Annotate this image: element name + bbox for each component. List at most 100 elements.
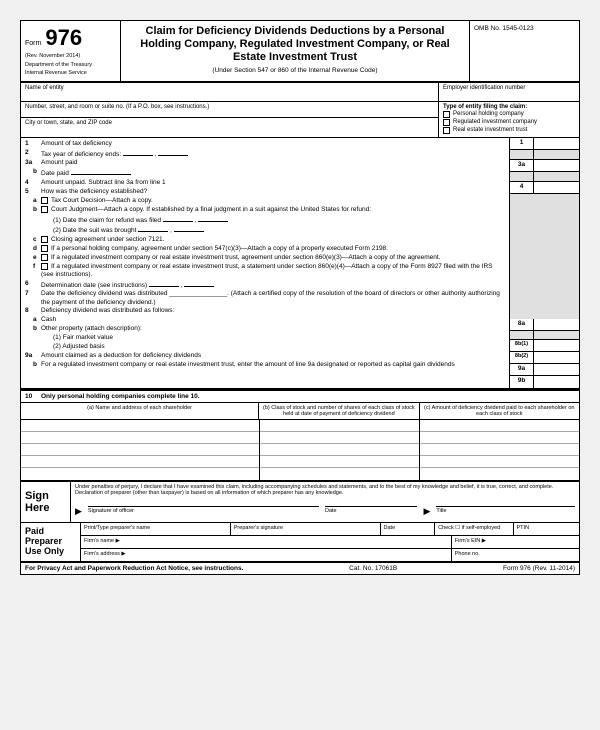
line-7: Date the deficiency dividend was distrib… <box>41 290 505 307</box>
amt-9a-label: 9a <box>510 364 534 375</box>
line-2-blank-2[interactable] <box>158 149 188 156</box>
sign-here-section: Sign Here Under penalties of perjury, I … <box>21 480 579 523</box>
header-center: Claim for Deficiency Dividends Deduction… <box>121 21 469 81</box>
form-title: Claim for Deficiency Dividends Deduction… <box>125 25 465 65</box>
line-6-blank-2[interactable] <box>184 280 214 287</box>
header-right: OMB No. 1545-0123 <box>469 21 579 81</box>
preparer-date[interactable]: Date <box>381 523 436 535</box>
line-5b1-blank-2[interactable] <box>198 215 228 222</box>
catalog-number: Cat. No. 17061B <box>349 565 397 572</box>
header-left: Form 976 (Rev. November 2014) Department… <box>21 21 121 81</box>
form-rev: (Rev. November 2014) <box>25 53 116 60</box>
amount-column: 1 3a 4 8a 8b(1) 8b(2) 9a 9b <box>509 138 579 388</box>
opt-phc: Personal holding company <box>453 111 524 117</box>
line-5d: If a personal holding company, agreement… <box>51 245 388 252</box>
city-state-zip-field[interactable]: City or town, state, and ZIP code <box>21 118 438 134</box>
line-3b: Date paid <box>41 170 69 177</box>
line-4: Amount unpaid. Subtract line 3a from lin… <box>41 179 505 188</box>
opt-reit: Real estate investment trust <box>453 127 527 133</box>
arrow-icon: ▶ <box>75 506 82 517</box>
street-address-field[interactable]: Number, street, and room or suite no. (I… <box>21 102 438 118</box>
signature-officer-field[interactable]: Signature of officer <box>88 506 319 517</box>
paid-preparer-section: Paid Preparer Use Only Print/Type prepar… <box>21 523 579 563</box>
line-5a: Tax Court Decision—Attach a copy. <box>51 197 153 204</box>
entity-type-label: Type of entity filing the claim: <box>443 104 575 110</box>
line-1: Amount of tax deficiency <box>41 140 505 149</box>
checkbox-5b[interactable] <box>41 206 48 213</box>
firm-address-field[interactable]: Firm's address ▶ <box>81 549 452 561</box>
amt-4-label: 4 <box>510 182 534 193</box>
line-8b1: (1) Fair market value <box>41 334 505 343</box>
privacy-notice: For Privacy Act and Paperwork Reduction … <box>25 565 243 572</box>
checkbox-5e[interactable] <box>41 254 48 261</box>
col-b-header: (b) Class of stock and number of shares … <box>259 403 419 419</box>
amt-8b1-label: 8b(1) <box>510 340 534 351</box>
amt-8b2-field[interactable] <box>534 352 579 363</box>
line-5b: Court Judgment—Attach a copy. If establi… <box>51 206 371 213</box>
section-10: 10Only personal holding companies comple… <box>21 389 579 480</box>
form-number: 976 <box>45 25 82 51</box>
amt-8b1-field[interactable] <box>534 340 579 351</box>
firm-ein-field[interactable]: Firm's EIN ▶ <box>452 536 579 548</box>
preparer-print-name[interactable]: Print/Type preparer's name <box>81 523 231 535</box>
amt-9b-field[interactable] <box>534 376 579 388</box>
line-6-blank-1[interactable] <box>149 280 179 287</box>
sign-date-field[interactable]: Date <box>325 506 417 517</box>
shareholder-table[interactable] <box>21 420 579 480</box>
line-3a: Amount paid <box>41 159 505 168</box>
name-of-entity-field[interactable]: Name of entity <box>21 83 439 101</box>
footer-form-ref: Form 976 (Rev. 11-2014) <box>503 565 575 572</box>
checkbox-ric[interactable] <box>443 119 450 126</box>
amt-8a-field[interactable] <box>534 319 579 330</box>
ein-field[interactable]: Employer identification number <box>439 83 579 101</box>
checkbox-5c[interactable] <box>41 236 48 243</box>
col-a-header: (a) Name and address of each shareholder <box>21 403 259 419</box>
firm-name-field[interactable]: Firm's name ▶ <box>81 536 452 548</box>
opt-ric: Regulated investment company <box>453 119 537 125</box>
line-10-header: Only personal holding companies complete… <box>41 393 200 400</box>
line-5e: If a regulated investment company or rea… <box>51 254 440 261</box>
checkbox-phc[interactable] <box>443 111 450 118</box>
amt-1-field[interactable] <box>534 138 579 149</box>
amt-8a-label: 8a <box>510 319 534 330</box>
line-3b-blank[interactable] <box>71 168 131 175</box>
checkbox-reit[interactable] <box>443 127 450 134</box>
checkbox-5f[interactable] <box>41 263 48 270</box>
line-2: Tax year of deficiency ends: <box>41 151 121 158</box>
line-6: Determination date (see instructions) <box>41 282 147 289</box>
amt-9a-field[interactable] <box>534 364 579 375</box>
amt-3a-field[interactable] <box>534 160 579 171</box>
line-5b2-blank-2[interactable] <box>174 225 204 232</box>
checkbox-5a[interactable] <box>41 197 48 204</box>
amt-3a-label: 3a <box>510 160 534 171</box>
amt-4-field[interactable] <box>534 182 579 193</box>
paid-preparer-label: Paid Preparer Use Only <box>21 523 81 561</box>
line-5b2-blank-1[interactable] <box>138 225 168 232</box>
form-976-page: Form 976 (Rev. November 2014) Department… <box>20 20 580 575</box>
dept-treasury: Department of the Treasury <box>25 62 116 69</box>
line-8b: Other property (attach description): <box>41 325 505 334</box>
form-footer: For Privacy Act and Paperwork Reduction … <box>21 563 579 574</box>
sign-here-label: Sign Here <box>21 482 71 522</box>
line-8b2: (2) Adjusted basis <box>41 343 505 352</box>
entity-type-block: Type of entity filing the claim: Persona… <box>439 102 579 137</box>
form-label: Form <box>25 40 41 47</box>
phone-field[interactable]: Phone no. <box>452 549 579 561</box>
omb-number: OMB No. 1545-0123 <box>474 25 534 32</box>
line-9b: For a regulated investment company or re… <box>41 361 505 370</box>
preparer-signature[interactable]: Preparer's signature <box>231 523 381 535</box>
line-5b1: (1) Date the claim for refund was filed <box>53 217 161 224</box>
self-employed-check[interactable]: Check ☐ if self-employed <box>435 523 513 535</box>
name-ein-row: Name of entity Employer identification n… <box>21 83 579 102</box>
amt-1-label: 1 <box>510 138 534 149</box>
line-2-blank-1[interactable] <box>123 149 153 156</box>
line-5c: Closing agreement under section 7121. <box>51 236 164 243</box>
ptin-field[interactable]: PTIN <box>514 523 579 535</box>
checkbox-5d[interactable] <box>41 245 48 252</box>
line-5b2: (2) Date the suit was brought <box>53 227 136 234</box>
col-c-header: (c) Amount of deficiency dividend paid t… <box>420 403 579 419</box>
arrow-icon-2: ▶ <box>423 506 430 517</box>
title-field[interactable]: Title <box>436 506 575 517</box>
amt-8b2-label: 8b(2) <box>510 352 534 363</box>
line-5b1-blank-1[interactable] <box>163 215 193 222</box>
